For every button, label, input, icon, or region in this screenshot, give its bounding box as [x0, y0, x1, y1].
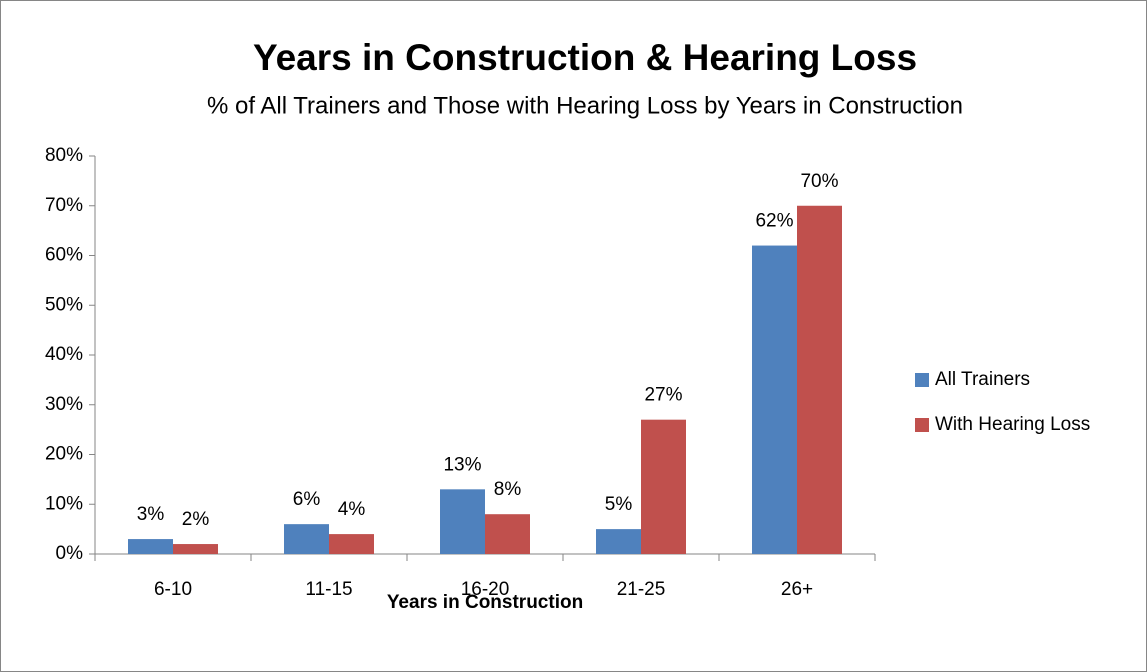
bar [440, 489, 485, 554]
bar [284, 524, 329, 554]
data-label: 4% [338, 499, 366, 520]
bar [485, 514, 530, 554]
y-tick-label: 10% [45, 493, 83, 514]
data-label: 5% [605, 494, 633, 515]
x-tick-label: 6-10 [154, 579, 192, 600]
x-tick-label: 16-20 [461, 579, 510, 600]
legend-swatch [915, 418, 929, 432]
y-tick-label: 50% [45, 294, 83, 315]
bar [128, 539, 173, 554]
y-tick-label: 40% [45, 344, 83, 365]
chart-subtitle: % of All Trainers and Those with Hearing… [207, 92, 963, 119]
data-label: 8% [494, 479, 522, 500]
data-label: 2% [182, 509, 210, 530]
legend-swatch [915, 373, 929, 387]
bar [329, 534, 374, 554]
y-tick-label: 20% [45, 444, 83, 465]
legend-label: With Hearing Loss [935, 414, 1090, 435]
bar [752, 245, 797, 555]
data-label: 27% [644, 385, 682, 406]
data-label: 13% [443, 454, 481, 475]
data-label: 6% [293, 489, 321, 510]
y-tick-label: 30% [45, 394, 83, 415]
bar [797, 205, 842, 554]
y-tick-label: 0% [56, 543, 84, 564]
y-tick-label: 70% [45, 195, 83, 216]
y-tick-label: 60% [45, 245, 83, 266]
legend-label: All Trainers [935, 369, 1030, 390]
x-tick-label: 21-25 [617, 579, 666, 600]
x-tick-label: 11-15 [305, 579, 352, 600]
data-label: 3% [137, 504, 165, 525]
x-tick-label: 26+ [781, 579, 813, 600]
bar [596, 529, 641, 554]
data-label: 62% [755, 211, 793, 232]
bar [641, 419, 686, 554]
x-axis-label: Years in Construction [387, 592, 583, 613]
y-tick-label: 80% [45, 145, 83, 166]
data-label: 70% [800, 171, 838, 192]
bar [173, 544, 218, 554]
chart-title: Years in Construction & Hearing Loss [253, 37, 917, 78]
